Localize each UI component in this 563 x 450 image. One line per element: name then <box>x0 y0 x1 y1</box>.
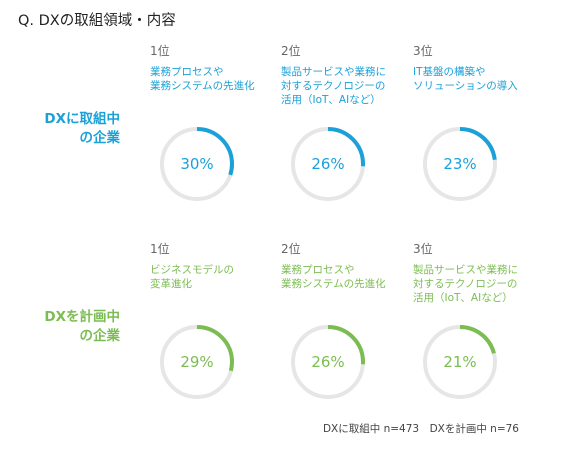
item-label-line: ソリューションの導入 <box>413 80 518 92</box>
item-label: 業務プロセスや業務システムの先進化 <box>150 65 255 93</box>
item-label: 製品サービスや業務に 対するテクノロジーの 活用（IoT、AIなど） <box>281 65 386 107</box>
percent-label: 21% <box>443 353 477 371</box>
donut-svg <box>160 325 234 399</box>
group-label: DXに取組中の企業 <box>0 110 120 148</box>
group-label-line: DXに取組中 <box>44 111 120 127</box>
donut-value-arc <box>291 325 365 399</box>
rank-label: 2位 <box>281 44 301 58</box>
item-label-line: ビジネスモデルの <box>150 264 234 276</box>
donut-value-arc <box>423 325 497 399</box>
item-label: 製品サービスや業務に 対するテクノロジーの 活用（IoT、AIなど） <box>413 263 518 305</box>
donut-svg <box>423 127 497 201</box>
percent-label: 26% <box>311 155 345 173</box>
donut-svg <box>423 325 497 399</box>
item-label-line: 変革進化 <box>150 278 192 290</box>
donut-chart: 30% <box>157 124 237 204</box>
rank-label: 1位 <box>150 44 170 58</box>
rank-label: 2位 <box>281 242 301 256</box>
donut-value-arc <box>423 127 497 201</box>
donut-chart: 21% <box>420 322 500 402</box>
donut-value-arc <box>291 127 365 201</box>
item-label: IT基盤の構築やソリューションの導入 <box>413 65 518 93</box>
item-label-line: IT基盤の構築や <box>413 66 486 78</box>
item-label-line: 業務プロセスや <box>150 66 224 78</box>
chart-title: Q. DXの取組領域・内容 <box>18 13 176 29</box>
item-label-line: 対するテクノロジーの <box>281 80 386 92</box>
percent-label: 26% <box>311 353 345 371</box>
item-label-line: 業務システムの先進化 <box>150 80 255 92</box>
sample-size-note: DXに取組中 n=473 DXを計画中 n=76 <box>322 423 519 435</box>
item-label-line: 業務プロセスや <box>281 264 355 276</box>
percent-label: 29% <box>180 353 214 371</box>
donut-svg <box>291 325 365 399</box>
rank-label: 3位 <box>413 242 433 256</box>
group-label-line: の企業 <box>79 130 121 146</box>
item-label-line: 製品サービスや業務に <box>281 66 386 78</box>
donut-chart: 26% <box>288 124 368 204</box>
item-label-line: 活用（IoT、AIなど） <box>281 94 381 106</box>
donut-chart: 23% <box>420 124 500 204</box>
donut-value-arc <box>160 127 234 201</box>
group-label: DXを計画中の企業 <box>0 308 120 346</box>
group-label-line: DXを計画中 <box>44 309 120 325</box>
donut-svg <box>160 127 234 201</box>
percent-label: 30% <box>180 155 214 173</box>
item-label-line: 業務システムの先進化 <box>281 278 386 290</box>
rank-label: 3位 <box>413 44 433 58</box>
item-label: 業務プロセスや業務システムの先進化 <box>281 263 386 291</box>
donut-svg <box>291 127 365 201</box>
item-label-line: 対するテクノロジーの <box>413 278 518 290</box>
percent-label: 23% <box>443 155 477 173</box>
donut-chart: 26% <box>288 322 368 402</box>
item-label-line: 製品サービスや業務に <box>413 264 518 276</box>
donut-value-arc <box>160 325 234 399</box>
rank-label: 1位 <box>150 242 170 256</box>
item-label: ビジネスモデルの 変革進化 <box>150 263 234 291</box>
item-label-line: 活用（IoT、AIなど） <box>413 292 513 304</box>
donut-chart: 29% <box>157 322 237 402</box>
group-label-line: の企業 <box>79 328 121 344</box>
